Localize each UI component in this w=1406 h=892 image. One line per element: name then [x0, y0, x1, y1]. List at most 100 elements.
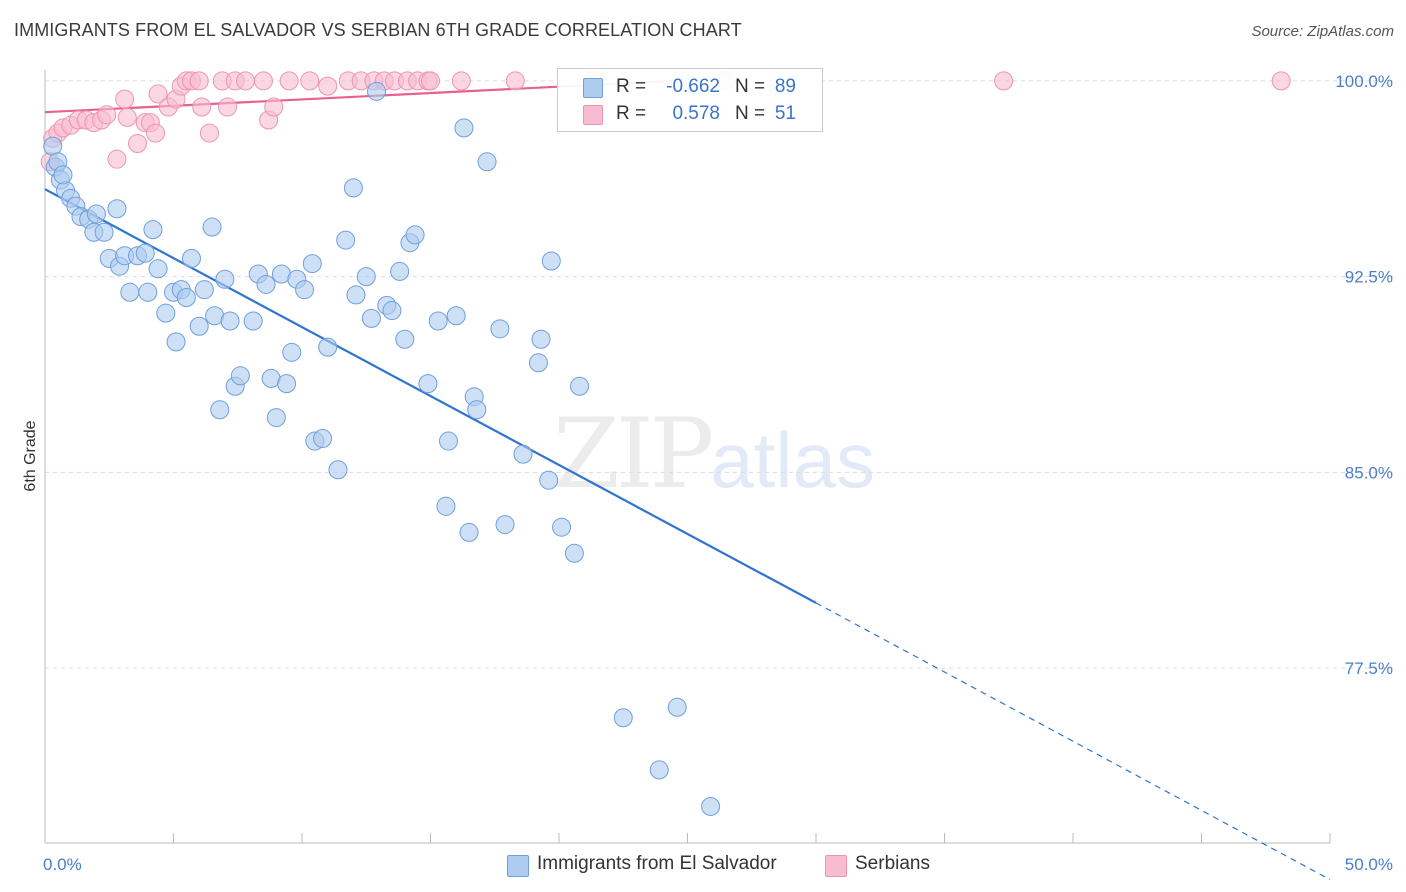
watermark: ZIPatlas — [553, 398, 875, 510]
point-el-salvador — [210, 400, 230, 420]
legend-swatch-el-salvador — [583, 78, 603, 98]
point-serbians — [148, 84, 168, 104]
trend-dashed-el-salvador — [815, 602, 1331, 881]
trend-line-el-salvador — [44, 188, 1331, 881]
point-el-salvador — [446, 306, 466, 326]
legend-r-label: R = — [616, 103, 647, 124]
point-el-salvador — [313, 428, 333, 448]
point-el-salvador — [277, 374, 297, 394]
point-el-salvador — [135, 243, 155, 263]
point-serbians — [107, 149, 127, 169]
point-el-salvador — [361, 308, 381, 328]
y-axis-label: 6th Grade — [22, 420, 39, 491]
point-el-salvador — [418, 374, 438, 394]
points-el-salvador — [43, 81, 721, 816]
point-el-salvador — [539, 470, 559, 490]
point-el-salvador — [367, 81, 387, 101]
point-serbians — [217, 97, 237, 117]
point-el-salvador — [138, 282, 158, 302]
point-el-salvador — [436, 496, 456, 516]
point-el-salvador — [343, 178, 363, 198]
point-serbians — [117, 107, 137, 127]
point-el-salvador — [382, 301, 402, 321]
legend-row-serbians: R = 0.578 N = 51 — [558, 100, 822, 128]
legend-swatch-serbians — [583, 105, 603, 125]
point-el-salvador — [467, 400, 487, 420]
point-el-salvador — [495, 515, 515, 535]
legend-row-el-salvador: R = -0.662 N = 89 — [558, 73, 822, 101]
point-el-salvador — [336, 230, 356, 250]
y-tick-label: 100.0% — [1335, 72, 1393, 91]
point-el-salvador — [513, 444, 533, 464]
point-el-salvador — [148, 259, 168, 279]
point-el-salvador — [107, 199, 127, 219]
point-el-salvador — [120, 282, 140, 302]
chart-title: IMMIGRANTS FROM EL SALVADOR VS SERBIAN 6… — [14, 20, 742, 40]
point-el-salvador — [552, 517, 572, 537]
point-el-salvador — [181, 248, 201, 268]
point-serbians — [264, 97, 284, 117]
point-serbians — [189, 71, 209, 91]
point-el-salvador — [528, 353, 548, 373]
trend-solid-el-salvador — [44, 188, 817, 604]
watermark-atlas: atlas — [710, 416, 875, 504]
point-serbians — [192, 97, 212, 117]
point-serbians — [253, 71, 273, 91]
point-serbians — [115, 89, 135, 109]
point-el-salvador — [531, 329, 551, 349]
point-el-salvador — [541, 251, 561, 271]
point-el-salvador — [649, 760, 669, 780]
point-serbians — [279, 71, 299, 91]
point-serbians — [505, 71, 525, 91]
stats-legend: R = -0.662 N = 89 R = 0.578 N = 51 — [557, 68, 823, 132]
point-el-salvador — [194, 280, 214, 300]
point-el-salvador — [438, 431, 458, 451]
legend-r-label: R = — [616, 76, 647, 97]
point-serbians — [199, 123, 219, 143]
legend-label-el-salvador: Immigrants from El Salvador — [537, 853, 777, 874]
point-el-salvador — [243, 311, 263, 331]
point-el-salvador — [166, 332, 186, 352]
point-el-salvador — [94, 222, 114, 242]
x-tick-label: 0.0% — [43, 855, 82, 874]
axes — [44, 70, 1331, 844]
point-el-salvador — [564, 543, 584, 563]
point-el-salvador — [356, 267, 376, 287]
point-el-salvador — [202, 217, 222, 237]
point-el-salvador — [395, 329, 415, 349]
point-el-salvador — [302, 254, 322, 274]
point-el-salvador — [459, 522, 479, 542]
point-el-salvador — [667, 697, 687, 717]
point-serbians — [318, 76, 338, 96]
legend-r-value: 0.578 — [672, 103, 720, 124]
point-el-salvador — [143, 220, 163, 240]
point-el-salvador — [230, 366, 250, 386]
point-serbians — [1271, 71, 1291, 91]
point-serbians — [421, 71, 440, 91]
point-el-salvador — [428, 311, 448, 331]
legend-n-label: N = — [735, 76, 766, 97]
point-serbians — [97, 105, 117, 125]
point-el-salvador — [405, 225, 425, 245]
point-el-salvador — [282, 342, 302, 362]
point-el-salvador — [613, 708, 633, 728]
legend-n-value: 51 — [774, 103, 796, 124]
x-tick-label: 50.0% — [1345, 855, 1393, 874]
point-serbians — [128, 134, 148, 154]
point-el-salvador — [701, 796, 721, 816]
point-serbians — [146, 123, 166, 143]
legend-swatch-serbians — [825, 855, 847, 877]
point-el-salvador — [295, 280, 315, 300]
watermark-zip: ZIP — [553, 398, 714, 510]
point-el-salvador — [53, 165, 73, 185]
point-el-salvador — [176, 288, 196, 308]
tick-labels: 77.5% 85.0% 92.5% 100.0% 0.0% 50.0% — [43, 72, 1393, 874]
point-serbians — [451, 71, 471, 91]
point-el-salvador — [189, 316, 209, 336]
legend-label-serbians: Serbians — [855, 853, 930, 874]
series-legend: Immigrants from El Salvador Serbians — [0, 852, 1406, 878]
y-tick-label: 77.5% — [1345, 659, 1393, 678]
legend-n-value: 89 — [774, 76, 796, 97]
point-serbians — [300, 71, 320, 91]
